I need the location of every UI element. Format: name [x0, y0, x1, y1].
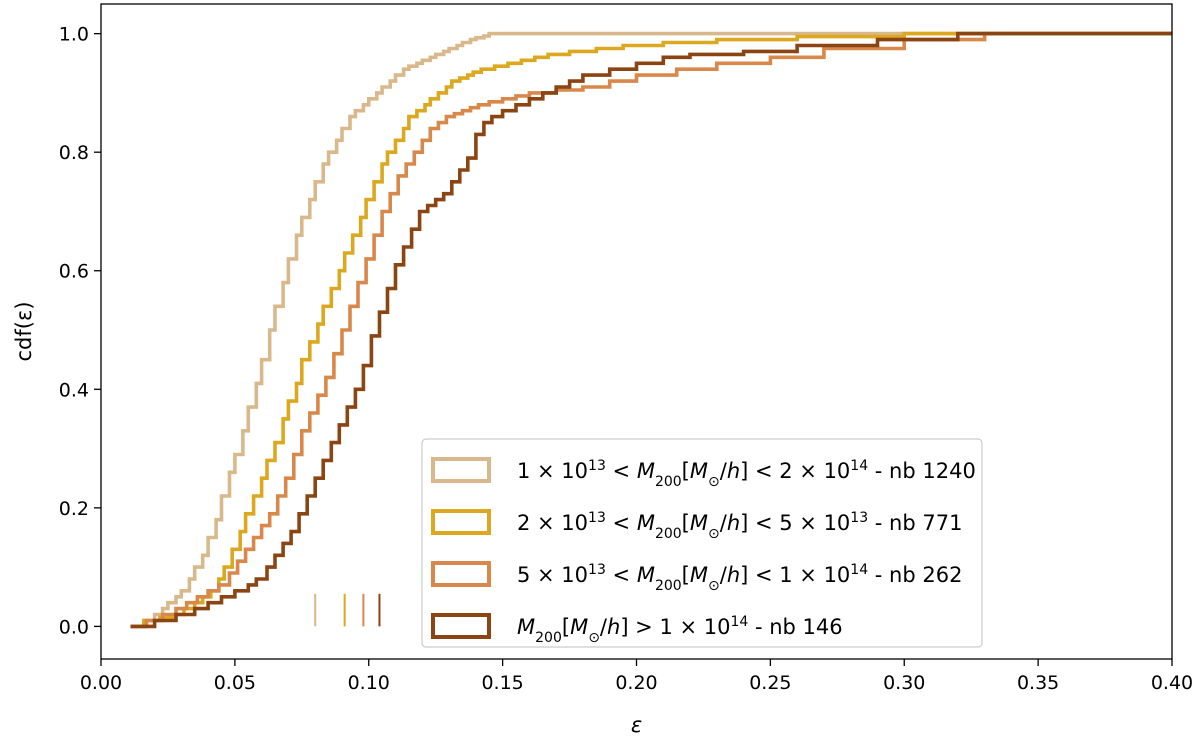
- x-tick-label: 0.05: [214, 672, 256, 694]
- series-line-2: [130, 31, 1172, 629]
- series-layer: [130, 31, 1172, 629]
- x-tick-label: 0.10: [348, 672, 390, 694]
- series-line-1: [130, 31, 1172, 629]
- legend-swatch-3: [431, 561, 491, 587]
- x-tick-label: 0.40: [1151, 672, 1193, 694]
- y-tick-label: 0.6: [59, 261, 89, 283]
- y-axis-label: cdf(ε): [12, 301, 36, 361]
- x-tick-label: 0.00: [80, 672, 122, 694]
- y-tick-label: 0.0: [59, 616, 89, 638]
- median-markers: [314, 593, 381, 627]
- x-tick-label: 0.35: [1017, 672, 1059, 694]
- legend-swatch-1: [431, 457, 491, 483]
- legend: 1 × 1013 < M200[M⊙/h] < 2 × 1014 - nb 12…: [421, 438, 983, 648]
- x-axis-ticks: 0.00 0.05 0.10 0.15 0.20 0.25 0.30 0.35 0.40: [80, 659, 1193, 694]
- y-axis-ticks: 0.0 0.2 0.4 0.6 0.8 1.0: [59, 24, 101, 638]
- legend-box: [421, 438, 983, 648]
- series-line-4: [130, 31, 1172, 629]
- x-tick-label: 0.25: [749, 672, 791, 694]
- series-line-3: [130, 31, 1172, 629]
- legend-label-1: 1 × 1013 < M200[M⊙/h] < 2 × 1014 - nb 12…: [517, 458, 976, 490]
- x-tick-label: 0.15: [481, 672, 523, 694]
- y-tick-label: 0.8: [59, 142, 89, 164]
- legend-label-3: 5 × 1013 < M200[M⊙/h] < 1 × 1014 - nb 26…: [517, 562, 962, 594]
- y-tick-label: 0.4: [59, 379, 89, 401]
- legend-swatch-2: [431, 509, 491, 535]
- legend-label-4: M200[M⊙/h] > 1 × 1014 - nb 146: [517, 614, 843, 646]
- legend-label-2: 2 × 1013 < M200[M⊙/h] < 5 × 1013 - nb 77…: [517, 510, 962, 542]
- x-tick-label: 0.20: [615, 672, 657, 694]
- y-tick-label: 1.0: [59, 24, 89, 46]
- x-axis-label: ε: [631, 713, 642, 737]
- y-tick-label: 0.2: [59, 498, 89, 520]
- legend-swatch-4: [431, 613, 491, 639]
- x-tick-label: 0.30: [883, 672, 925, 694]
